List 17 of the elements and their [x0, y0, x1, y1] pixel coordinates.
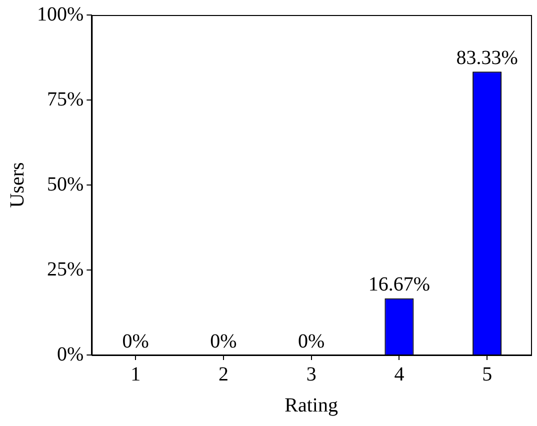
x-tick-label: 4	[394, 363, 404, 386]
data-label: 0%	[298, 330, 325, 352]
data-label: 16.67%	[368, 274, 430, 296]
data-label: 0%	[210, 330, 237, 352]
y-axis-title: Users	[6, 162, 28, 208]
data-label: 0%	[122, 330, 149, 352]
x-tick-label: 2	[218, 363, 228, 386]
x-axis-title: Rating	[284, 394, 338, 416]
x-tick-label: 1	[130, 363, 141, 386]
y-tick-label: 0%	[56, 343, 84, 366]
y-tick-label: 25%	[46, 258, 84, 280]
y-tick-label: 75%	[46, 88, 84, 110]
x-tick-label: 5	[482, 363, 492, 386]
x-tick-label: 3	[306, 363, 316, 386]
data-label: 83.33%	[456, 46, 518, 69]
y-tick-label: 50%	[46, 173, 84, 196]
y-tick-label: 100%	[36, 3, 84, 26]
